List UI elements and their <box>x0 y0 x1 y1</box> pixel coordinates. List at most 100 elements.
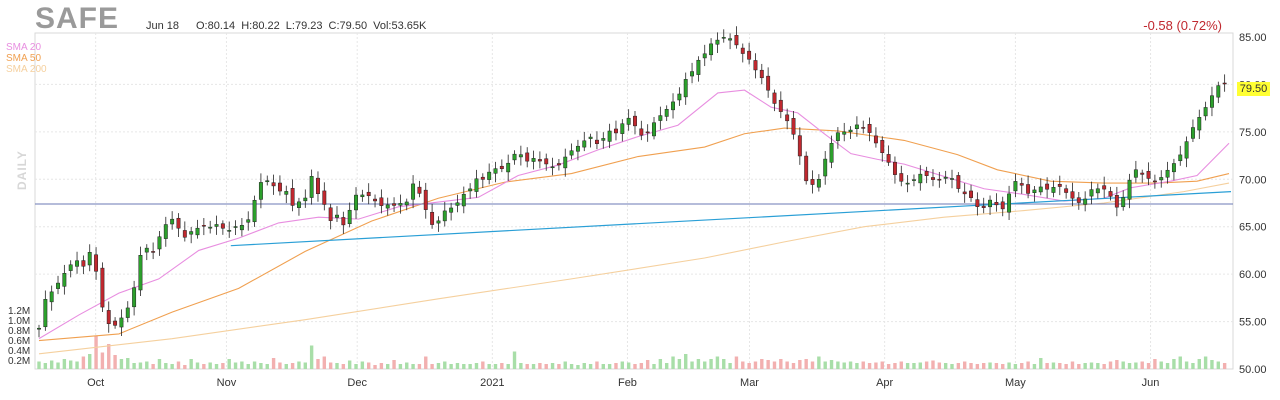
timeframe-label: DAILY <box>15 150 29 190</box>
candle-body <box>436 220 441 224</box>
volume-bar <box>373 365 377 369</box>
candle-body <box>810 179 815 185</box>
candle-body <box>728 38 733 41</box>
candle-body <box>75 260 79 267</box>
candle-body <box>931 177 935 180</box>
ticker-symbol: SAFE <box>35 2 120 35</box>
y-tick-label: 60.00 <box>1239 269 1267 281</box>
volume-bar <box>303 362 307 369</box>
candle-body <box>87 252 92 266</box>
candle-body <box>214 224 219 227</box>
candle-body <box>354 194 358 211</box>
candle-body <box>430 211 435 225</box>
volume-bar <box>75 361 79 369</box>
candle-body <box>563 156 568 169</box>
volume-bar <box>975 364 980 369</box>
candle-body <box>411 183 416 200</box>
candle-body <box>994 201 999 206</box>
candle-body <box>892 161 897 175</box>
volume-bar <box>221 363 225 369</box>
candle-body <box>867 124 872 133</box>
candle-body <box>1064 188 1069 193</box>
candle-body <box>588 136 593 139</box>
candle-body <box>1076 197 1081 203</box>
volume-bar <box>924 361 929 369</box>
volume-bar <box>969 363 973 369</box>
candle-body <box>246 219 251 223</box>
candle-body <box>772 92 777 104</box>
candle-body <box>886 154 891 163</box>
candle-body <box>1121 197 1126 208</box>
volume-tick-label: 1.0M <box>8 316 30 327</box>
volume-bar <box>684 354 688 369</box>
candle-body <box>271 182 276 187</box>
volume-bar <box>214 364 219 369</box>
candle-body <box>1026 184 1031 194</box>
candle-body <box>309 176 314 198</box>
volume-bar <box>1197 359 1201 369</box>
volume-bar <box>760 359 764 369</box>
candle-body <box>1127 179 1132 200</box>
candle-body <box>366 191 371 197</box>
candle-body <box>683 79 688 98</box>
candle-body <box>797 135 802 157</box>
volume-bar <box>994 363 999 369</box>
volume-bar <box>443 361 447 369</box>
candle-body <box>880 140 885 153</box>
x-tick-label: Feb <box>618 377 637 389</box>
candle-body <box>81 260 86 267</box>
volume-bar <box>481 361 485 369</box>
candle-body <box>747 50 752 60</box>
candle-body <box>1057 184 1062 187</box>
candle-body <box>182 230 187 238</box>
volume-bar <box>164 363 168 369</box>
volume-bar <box>595 361 599 369</box>
volume-bar <box>56 362 60 369</box>
candle-body <box>506 162 511 173</box>
candle-body <box>328 207 333 221</box>
candle-body <box>1102 185 1107 190</box>
volume-bar <box>1121 361 1125 369</box>
legend-sma-200: SMA 200 <box>6 64 47 75</box>
candle-body <box>341 217 346 226</box>
candle-body <box>132 287 137 308</box>
volume-bar <box>151 364 155 369</box>
candle-body <box>163 224 168 239</box>
candle-body <box>918 173 923 184</box>
candle-body <box>1178 154 1183 162</box>
x-tick-label: Apr <box>876 377 893 389</box>
volume-bar <box>1039 358 1043 369</box>
volume-bar <box>202 364 206 369</box>
candle-body <box>633 115 637 127</box>
volume-bar <box>1159 361 1163 369</box>
candle-body <box>1019 183 1024 186</box>
volume-bar <box>462 364 466 369</box>
volume-bar <box>1184 361 1189 369</box>
candle-body <box>544 158 549 165</box>
candle-body <box>49 291 54 303</box>
volume-bar <box>240 361 244 369</box>
candle-body <box>322 190 327 205</box>
volume-bar <box>366 362 371 369</box>
volume-bar <box>531 364 536 369</box>
volume-bar <box>1013 364 1018 369</box>
candle-body <box>1032 189 1037 193</box>
candle-body <box>43 299 48 328</box>
candle-body <box>1216 85 1221 98</box>
x-tick-label: Dec <box>347 377 367 389</box>
candle-body <box>981 205 986 208</box>
volume-bar <box>297 361 301 369</box>
candle-body <box>512 153 517 161</box>
candle-body <box>873 135 878 144</box>
candle-body <box>531 158 536 162</box>
volume-bar <box>500 363 504 369</box>
volume-bar <box>817 356 821 369</box>
volume-bar <box>271 358 276 369</box>
volume-bar <box>633 364 637 369</box>
volume-bar <box>829 360 834 369</box>
candle-body <box>556 163 561 166</box>
volume-bar <box>43 363 48 369</box>
volume-bar <box>791 363 796 369</box>
candle-body <box>582 140 587 148</box>
